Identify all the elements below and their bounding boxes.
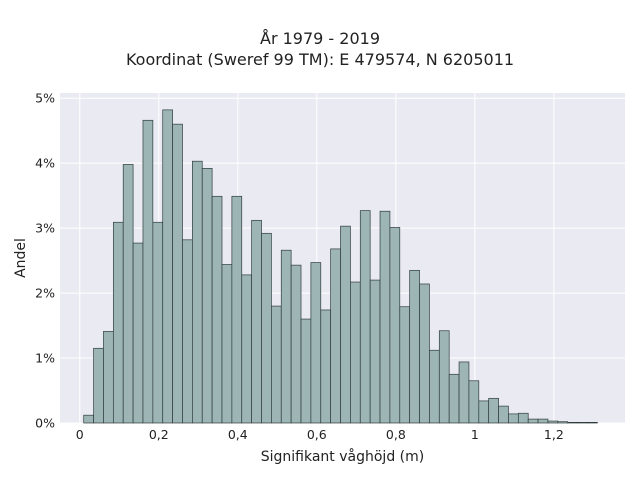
chart-title: År 1979 - 2019 (260, 29, 380, 48)
x-tick-label: 0 (76, 427, 84, 442)
histogram-bar (83, 414, 94, 424)
histogram-bar (488, 397, 499, 424)
x-tick-label: 0,8 (386, 427, 406, 442)
histogram-bar (261, 232, 272, 424)
chart-subtitle: Koordinat (Sweref 99 TM): E 479574, N 62… (125, 50, 515, 69)
y-tick-label: 4% (35, 156, 55, 171)
histogram-bar (409, 269, 420, 424)
histogram-bar (290, 264, 302, 424)
histogram-bar (468, 380, 480, 424)
y-tick-label: 2% (35, 286, 55, 301)
histogram-bar (527, 418, 539, 424)
histogram-bar (577, 422, 588, 424)
histogram-bar (389, 227, 401, 424)
histogram-bar (369, 279, 381, 424)
x-tick-label: 0,2 (149, 427, 169, 442)
histogram-bar (557, 421, 569, 424)
histogram-bar (221, 264, 233, 424)
histogram-bar (201, 168, 213, 424)
histogram-bar (182, 239, 193, 424)
histogram-bar (547, 420, 559, 424)
histogram-bar (300, 318, 312, 424)
histogram-bar (458, 361, 470, 424)
histogram-bar (172, 123, 183, 424)
histogram-bar (271, 305, 282, 424)
histogram-bar (112, 221, 124, 424)
histogram-bar (310, 262, 322, 424)
x-axis-label: Signifikant våghöjd (m) (261, 448, 424, 465)
histogram-bar (517, 412, 529, 424)
histogram-bar (330, 248, 341, 424)
histogram-bar (132, 242, 144, 424)
histogram-bar (508, 413, 519, 424)
histogram-bar (379, 210, 391, 424)
histogram-bar (537, 418, 549, 424)
histogram-bar (122, 164, 134, 424)
y-tick-label: 5% (35, 91, 55, 106)
histogram-bar (251, 219, 262, 424)
x-tick-label: 1 (471, 427, 479, 442)
histogram-bar (399, 306, 411, 424)
y-axis-label: Andel (13, 238, 29, 278)
histogram-bar (340, 225, 351, 424)
histogram-bar (211, 195, 223, 424)
histogram-bar (429, 349, 440, 424)
bars (83, 109, 598, 424)
histogram-bar (320, 309, 331, 424)
histogram-bar (93, 347, 104, 424)
histogram-bar (142, 119, 154, 424)
histogram-bar (478, 400, 490, 424)
x-tick-label: 0,6 (307, 427, 327, 442)
tick-labels: 0 0,2 0,4 0,6 0,8 1 1,2 0% 1% 2% 3% 4% 5% (35, 91, 564, 442)
histogram-bar (567, 422, 578, 424)
histogram-bar (162, 109, 173, 424)
histogram-bar (498, 405, 509, 424)
histogram-bar (241, 274, 252, 424)
histogram-bar (448, 373, 460, 424)
histogram-bar (280, 249, 292, 424)
histogram-bar (231, 195, 243, 424)
x-tick-label: 0,4 (228, 427, 248, 442)
histogram-bar (359, 210, 371, 424)
histogram-bar (192, 160, 203, 424)
histogram-bar (438, 330, 450, 424)
histogram-bar (350, 281, 361, 424)
histogram-bar (103, 331, 114, 424)
histogram-bar (419, 283, 430, 424)
histogram-bar (587, 422, 598, 424)
x-tick-label: 1,2 (544, 427, 564, 442)
y-tick-label: 1% (35, 351, 55, 366)
histogram-bar (152, 221, 164, 424)
y-tick-label: 3% (35, 221, 55, 236)
y-tick-label: 0% (35, 416, 55, 431)
